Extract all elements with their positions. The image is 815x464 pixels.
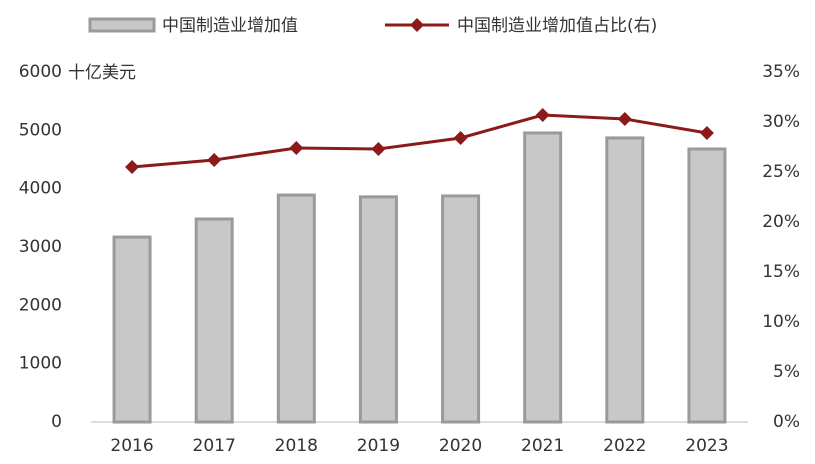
bar <box>358 195 398 424</box>
x-tick-label: 2021 <box>521 436 564 456</box>
y2-tick-label: 15% <box>762 262 800 282</box>
legend-label: 中国制造业增加值占比(右) <box>457 16 657 36</box>
x-tick-label: 2019 <box>357 436 400 456</box>
line-marker <box>207 153 222 167</box>
x-tick-label: 2018 <box>275 436 318 456</box>
bar <box>687 147 727 424</box>
x-tick-label: 2023 <box>685 436 728 456</box>
y-tick-label: 0 <box>51 412 62 432</box>
bar <box>441 194 481 424</box>
x-tick-label: 2017 <box>193 436 236 456</box>
legend-swatch <box>88 17 156 33</box>
y-tick-label: 5000 <box>19 120 62 140</box>
line-marker <box>617 112 632 126</box>
y2-tick-label: 35% <box>762 62 800 82</box>
y-tick-label: 1000 <box>19 354 62 374</box>
line-marker <box>289 141 304 155</box>
line-marker <box>125 160 140 174</box>
y-tick-label: 6000 <box>19 62 62 82</box>
y-tick-label: 4000 <box>19 179 62 199</box>
line-marker <box>699 126 714 140</box>
y-tick-label: 2000 <box>19 295 62 315</box>
y-axis-label: 十亿美元 <box>68 63 136 83</box>
y2-tick-label: 20% <box>762 212 800 232</box>
line <box>131 113 708 169</box>
legend-marker <box>410 18 424 32</box>
bar <box>605 136 645 424</box>
line-marker <box>535 108 550 122</box>
line-marker <box>453 131 468 145</box>
bar <box>276 193 316 424</box>
x-tick-label: 2020 <box>439 436 482 456</box>
y2-tick-label: 10% <box>762 312 800 332</box>
bar <box>112 235 152 424</box>
y2-tick-label: 30% <box>762 112 800 132</box>
y2-tick-label: 0% <box>773 412 800 432</box>
line-marker <box>371 142 386 156</box>
x-tick-label: 2016 <box>110 436 153 456</box>
y-tick-label: 3000 <box>19 237 62 257</box>
legend-label: 中国制造业增加值 <box>162 16 298 36</box>
x-tick-label: 2022 <box>603 436 646 456</box>
bar <box>523 131 563 424</box>
bar <box>194 217 234 424</box>
y2-tick-label: 5% <box>773 362 800 382</box>
y2-tick-label: 25% <box>762 162 800 182</box>
